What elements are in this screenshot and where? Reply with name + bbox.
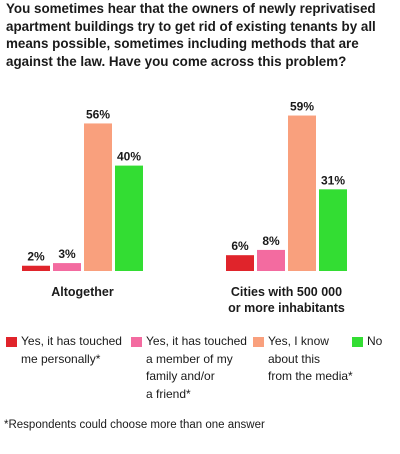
legend-swatch-no [352, 337, 363, 347]
footnote: *Respondents could choose more than one … [4, 419, 265, 431]
bar-media-1 [288, 115, 316, 271]
legend-label-line: from the media* [268, 369, 353, 383]
category-label: Cities with 500 000 [231, 285, 342, 299]
category-label: or more inhabitants [228, 301, 345, 315]
bar-personal-1 [226, 255, 254, 271]
data-label: 31% [321, 173, 345, 187]
category-label: Altogether [51, 285, 114, 299]
bar-family-friend-0 [53, 263, 81, 271]
legend-label-line: me personally* [21, 351, 101, 366]
bar-personal-0 [22, 265, 50, 271]
legend-item-media: Yes, I know about this from the media* [253, 333, 353, 386]
legend-swatch-media [253, 337, 264, 347]
data-label: 2% [27, 250, 45, 264]
bar-chart: 2% 6% 3% 8% 56% 59% 40% 31% Altogether Cities wit… [22, 100, 347, 315]
legend-label-line: Yes, it has touched [146, 334, 247, 348]
data-label: 8% [262, 234, 280, 248]
legend-item-personal: Yes, it has touched me personally* [6, 333, 122, 368]
legend-swatch-family-friend [131, 337, 142, 347]
legend-item-no: No [352, 333, 382, 351]
data-label: 59% [290, 100, 314, 114]
bar-family-friend-1 [257, 249, 285, 271]
legend-label-line: family and/or [146, 369, 215, 383]
chart-title: You sometimes hear that the owners of ne… [6, 1, 376, 69]
data-label: 40% [117, 150, 141, 164]
bar-media-0 [84, 123, 112, 271]
bar-no-1 [319, 189, 347, 271]
data-label: 56% [86, 107, 110, 121]
legend-swatch-personal [6, 337, 17, 347]
data-label: 3% [58, 247, 76, 261]
legend-item-family-friend: Yes, it has touched a member of my famil… [131, 333, 247, 403]
legend-label-line: a friend* [146, 386, 191, 401]
legend-label-line: a member of my [146, 351, 233, 366]
bar-no-0 [115, 165, 143, 271]
legend-label-line: about this [268, 351, 321, 366]
data-label: 6% [231, 239, 249, 253]
legend-label-line: No [367, 334, 383, 348]
legend-label-line: Yes, I know [268, 334, 329, 348]
legend-label-line: Yes, it has touched [21, 334, 122, 348]
